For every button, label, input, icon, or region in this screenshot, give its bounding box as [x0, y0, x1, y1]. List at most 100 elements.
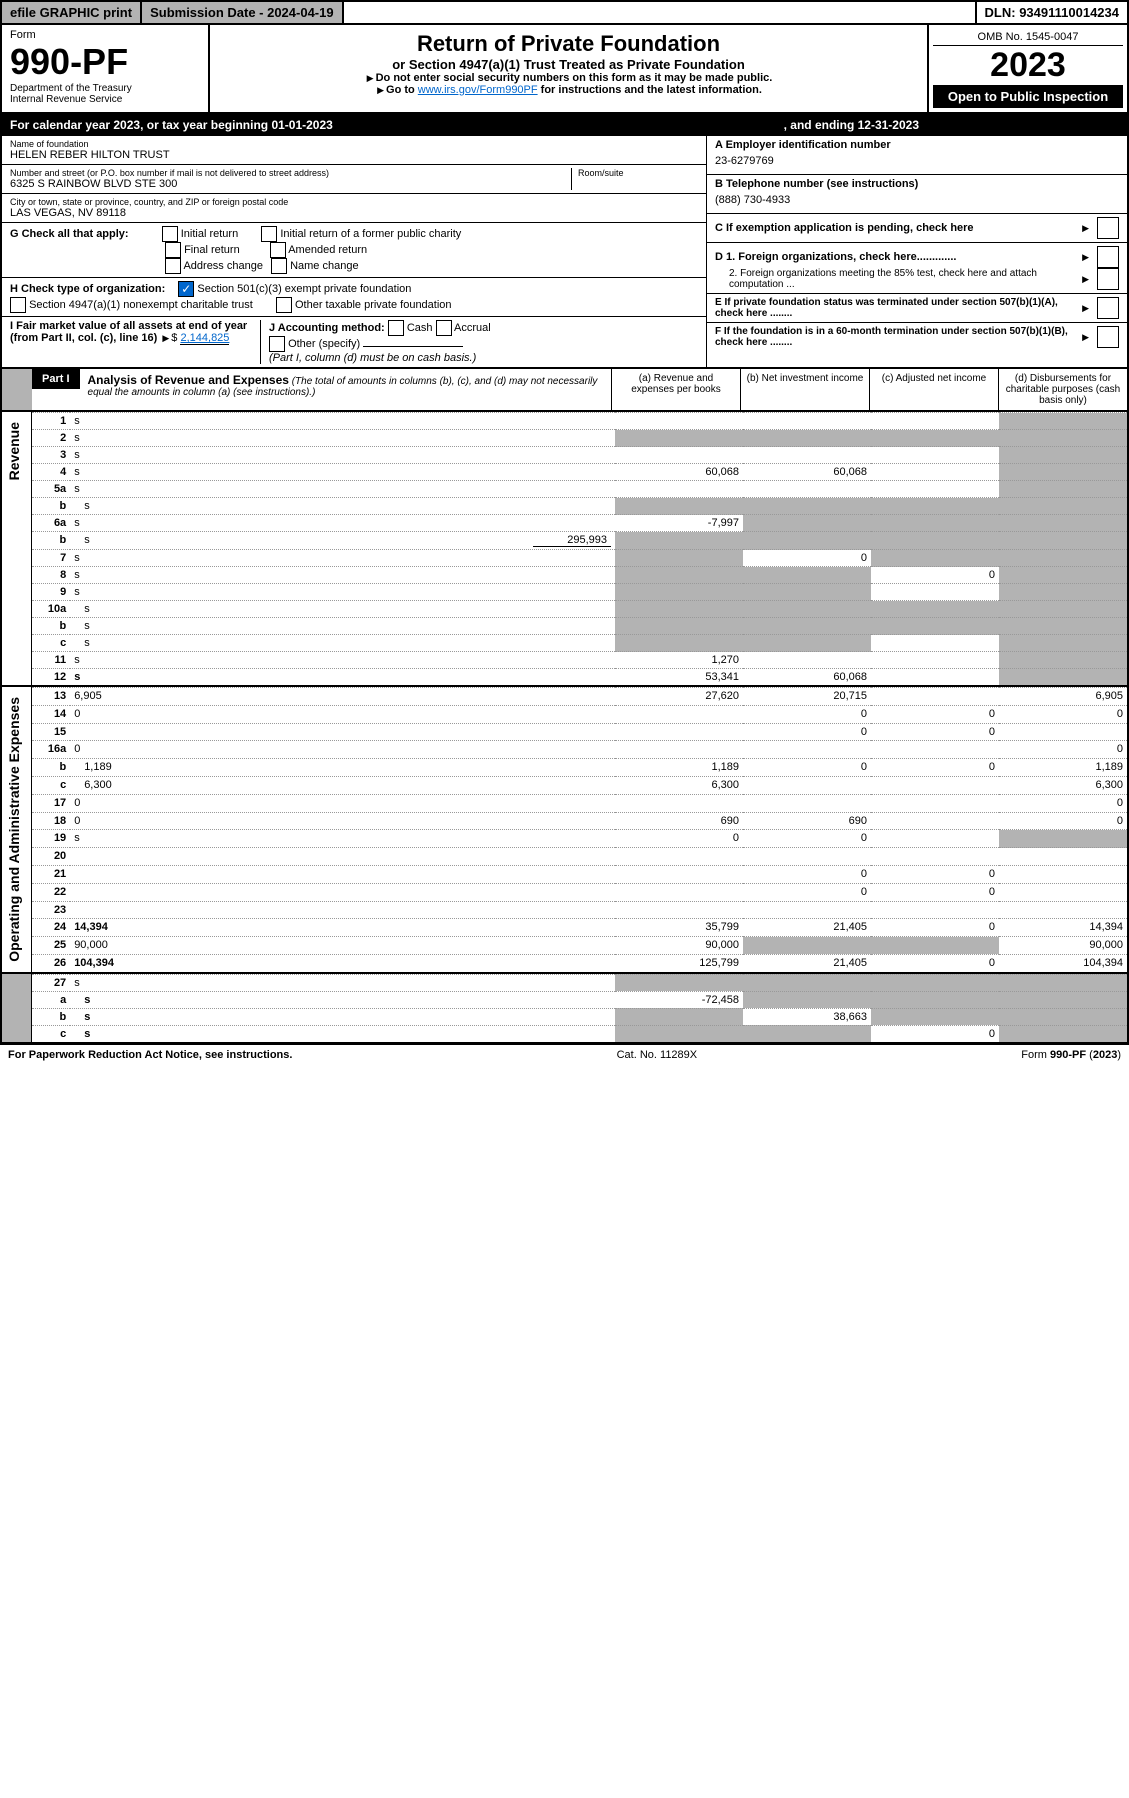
checkbox-4947[interactable]: [10, 297, 26, 313]
dept-label: Department of the Treasury: [10, 83, 200, 94]
form-subtitle: or Section 4947(a)(1) Trust Treated as P…: [216, 57, 921, 72]
period-end: , and ending 12-31-2023: [784, 118, 919, 132]
checkbox-name[interactable]: [271, 258, 287, 274]
f-label: F If the foundation is in a 60-month ter…: [715, 326, 1074, 348]
form-title: Return of Private Foundation: [216, 31, 921, 57]
table-row: 1806906900: [32, 812, 1127, 830]
table-row: 2s: [32, 430, 1127, 447]
g-label: G Check all that apply:: [10, 228, 129, 240]
part1-label: Part I: [32, 369, 80, 389]
table-row: 1700: [32, 794, 1127, 812]
footer-right: Form 990-PF (2023): [1021, 1049, 1121, 1061]
foundation-name: HELEN REBER HILTON TRUST: [10, 149, 698, 161]
form-container: efile GRAPHIC print Submission Date - 20…: [0, 0, 1129, 1044]
table-row: 26104,394125,79921,4050104,394: [32, 954, 1127, 971]
table-row: bs: [32, 498, 1127, 515]
table-row: 2200: [32, 883, 1127, 901]
checkbox-cash[interactable]: [388, 320, 404, 336]
form-number: 990-PF: [10, 41, 200, 83]
table-row: 8s0: [32, 567, 1127, 584]
room-label: Room/suite: [578, 168, 698, 178]
table-row: 4s60,06860,068: [32, 464, 1127, 481]
period-begin: For calendar year 2023, or tax year begi…: [10, 118, 333, 132]
table-row: 2590,00090,00090,000: [32, 937, 1127, 955]
revenue-label: Revenue: [2, 412, 26, 490]
part1-title: Analysis of Revenue and Expenses: [88, 373, 289, 387]
note-goto-pre: Go to: [386, 84, 418, 96]
j-note: (Part I, column (d) must be on cash basi…: [269, 352, 476, 364]
revenue-table: 1s2s3s4s60,06860,0685asbs6as-7,997bs295,…: [32, 412, 1127, 685]
form-label: Form: [10, 29, 200, 41]
top-bar: efile GRAPHIC print Submission Date - 20…: [2, 2, 1127, 25]
table-row: 20: [32, 848, 1127, 866]
fmv-value[interactable]: 2,144,825: [180, 332, 229, 345]
checkbox-accrual[interactable]: [436, 320, 452, 336]
table-row: cs0: [32, 1025, 1127, 1042]
checkbox-d2[interactable]: [1097, 268, 1119, 290]
table-row: bs295,993: [32, 532, 1127, 550]
expenses-label: Operating and Administrative Expenses: [2, 687, 26, 972]
checkbox-c[interactable]: [1097, 217, 1119, 239]
header-row: Form 990-PF Department of the Treasury I…: [2, 25, 1127, 114]
table-row: 10as: [32, 601, 1127, 618]
bottom-table: 27sas-72,458bs38,663cs0: [32, 974, 1127, 1042]
table-row: 1500: [32, 723, 1127, 741]
table-row: 2414,39435,79921,405014,394: [32, 919, 1127, 937]
note-ssn: Do not enter social security numbers on …: [376, 72, 773, 84]
city-state-zip: LAS VEGAS, NV 89118: [10, 207, 698, 219]
address: 6325 S RAINBOW BLVD STE 300: [10, 178, 571, 190]
c-label: C If exemption application is pending, c…: [715, 222, 1074, 234]
submission-date: Submission Date - 2024-04-19: [142, 2, 344, 23]
omb-number: OMB No. 1545-0047: [933, 29, 1123, 46]
footer-mid: Cat. No. 11289X: [617, 1049, 698, 1061]
checkbox-d1[interactable]: [1097, 246, 1119, 268]
table-row: cs: [32, 635, 1127, 652]
table-row: c6,3006,3006,300: [32, 776, 1127, 794]
table-row: 19s00: [32, 830, 1127, 848]
col-c: (c) Adjusted net income: [869, 369, 998, 410]
checkbox-other-tax[interactable]: [276, 297, 292, 313]
table-row: 16a00: [32, 741, 1127, 759]
footer-left: For Paperwork Reduction Act Notice, see …: [8, 1049, 292, 1061]
table-row: 11s1,270: [32, 652, 1127, 669]
phone: (888) 730-4933: [715, 190, 1119, 210]
checkbox-f[interactable]: [1097, 326, 1119, 348]
form-link[interactable]: www.irs.gov/Form990PF: [418, 84, 538, 96]
table-row: 136,90527,62020,7156,905: [32, 688, 1127, 706]
d2-label: 2. Foreign organizations meeting the 85%…: [715, 268, 1074, 290]
open-public: Open to Public Inspection: [933, 85, 1123, 108]
table-row: bs: [32, 618, 1127, 635]
table-row: b1,1891,189001,189: [32, 759, 1127, 777]
checkbox-501c3[interactable]: ✓: [178, 281, 194, 297]
checkbox-final[interactable]: [165, 242, 181, 258]
table-row: 6as-7,997: [32, 515, 1127, 532]
dln-label: DLN: 93491110014234: [975, 2, 1127, 23]
city-label: City or town, state or province, country…: [10, 197, 698, 207]
table-row: 1s: [32, 413, 1127, 430]
d1-label: D 1. Foreign organizations, check here..…: [715, 251, 1074, 263]
table-row: 12s53,34160,068: [32, 669, 1127, 686]
table-row: 7s0: [32, 550, 1127, 567]
checkbox-e[interactable]: [1097, 297, 1119, 319]
efile-label[interactable]: efile GRAPHIC print: [2, 2, 142, 23]
col-b: (b) Net investment income: [740, 369, 869, 410]
table-row: 23: [32, 901, 1127, 919]
e-label: E If private foundation status was termi…: [715, 297, 1074, 319]
col-a: (a) Revenue and expenses per books: [611, 369, 740, 410]
table-row: bs38,663: [32, 1008, 1127, 1025]
table-row: as-72,458: [32, 991, 1127, 1008]
note-goto-post: for instructions and the latest informat…: [538, 84, 762, 96]
addr-label: Number and street (or P.O. box number if…: [10, 168, 571, 178]
checkbox-other[interactable]: [269, 336, 285, 352]
checkbox-amended[interactable]: [270, 242, 286, 258]
table-row: 5as: [32, 481, 1127, 498]
expenses-table: 136,90527,62020,7156,905140000150016a00b…: [32, 687, 1127, 972]
table-row: 27s: [32, 974, 1127, 991]
a-label: A Employer identification number: [715, 139, 1119, 151]
tax-year: 2023: [933, 46, 1123, 85]
checkbox-initial[interactable]: [162, 226, 178, 242]
checkbox-addr[interactable]: [165, 258, 181, 274]
table-row: 140000: [32, 705, 1127, 723]
checkbox-former[interactable]: [261, 226, 277, 242]
j-label: J Accounting method:: [269, 322, 385, 334]
